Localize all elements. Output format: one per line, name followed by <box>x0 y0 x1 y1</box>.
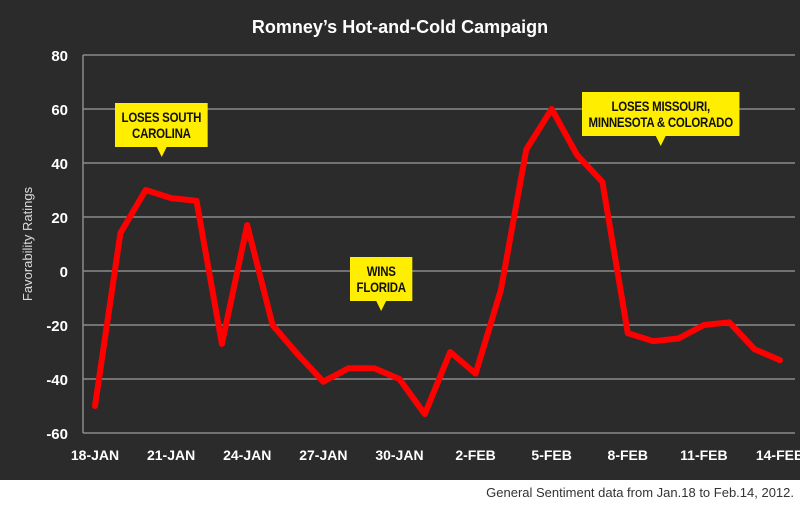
x-tick-label: 21-JAN <box>147 447 195 463</box>
series-line <box>92 106 783 418</box>
y-tick-label: 0 <box>60 264 68 281</box>
line-chart: Romney’s Hot-and-Cold Campaign Favorabil… <box>20 17 800 463</box>
callout-south-carolina: LOSES SOUTH CAROLINA <box>115 103 208 157</box>
x-tick-label: 11-FEB <box>680 447 727 463</box>
x-tick-label: 5-FEB <box>531 447 571 463</box>
y-tick-label: 20 <box>51 210 68 227</box>
x-tick-label: 24-JAN <box>223 447 271 463</box>
x-tick-label: 14-FEB <box>756 447 800 463</box>
callout-line: MINNESOTA & COLORADO <box>588 114 734 130</box>
chart-title: Romney’s Hot-and-Cold Campaign <box>252 17 548 37</box>
x-tick-label: 30-JAN <box>375 447 423 463</box>
y-axis-label: Favorability Ratings <box>20 186 35 301</box>
x-tick-label: 2-FEB <box>455 447 495 463</box>
y-tick-label: 40 <box>51 156 68 173</box>
x-tick-label: 8-FEB <box>608 447 648 463</box>
callout-line: LOSES SOUTH <box>121 109 202 125</box>
y-tick-label: -60 <box>46 426 68 443</box>
callout-florida: WINS FLORIDA <box>350 257 413 311</box>
y-tick-label: -40 <box>46 372 68 389</box>
y-tick-label: 80 <box>51 48 68 65</box>
x-tick-label: 27-JAN <box>299 447 347 463</box>
callout-line: LOSES MISSOURI, <box>611 98 711 114</box>
callout-line: FLORIDA <box>356 279 407 295</box>
y-tick-label: -20 <box>46 318 68 335</box>
callout-line: WINS <box>366 263 396 279</box>
callout-missouri-minnesota-colorado: LOSES MISSOURI, MINNESOTA & COLORADO <box>582 92 740 146</box>
callout-line: CAROLINA <box>132 125 191 141</box>
chart-panel: Romney’s Hot-and-Cold Campaign Favorabil… <box>0 0 800 480</box>
y-tick-label: 60 <box>51 102 68 119</box>
source-caption: General Sentiment data from Jan.18 to Fe… <box>486 485 794 500</box>
x-tick-label: 18-JAN <box>71 447 119 463</box>
